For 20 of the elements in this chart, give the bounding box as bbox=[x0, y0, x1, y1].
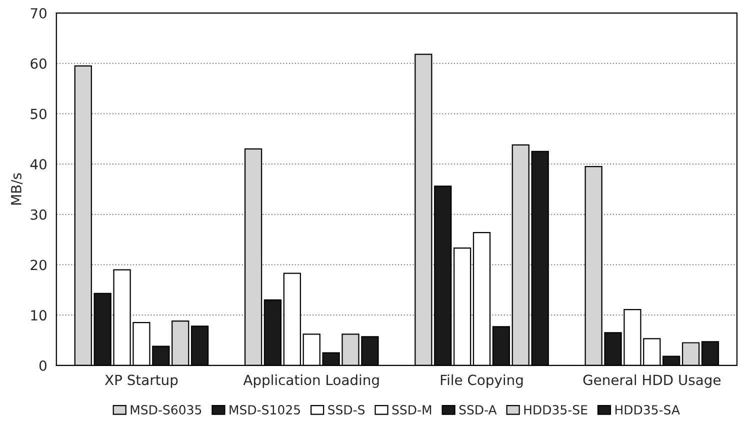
legend-label: MSD-S6035 bbox=[130, 405, 202, 415]
x-tick-label: Application Loading bbox=[243, 374, 379, 388]
y-tick-label: 50 bbox=[30, 108, 46, 120]
legend-label: MSD-S1025 bbox=[230, 405, 300, 415]
y-tick-label: 60 bbox=[30, 58, 46, 69]
y-tick-label: 0 bbox=[39, 360, 46, 371]
legend-label: HDD35-SE bbox=[524, 405, 588, 415]
y-tick-label: 20 bbox=[30, 260, 46, 270]
legend-label: SSD-M bbox=[392, 405, 432, 415]
x-tick-label: General HDD Usage bbox=[583, 374, 720, 388]
y-axis-title: MB/s bbox=[11, 173, 23, 205]
x-tick-label: File Copying bbox=[440, 374, 523, 388]
legend-label: SSD-S bbox=[328, 405, 365, 415]
y-tick-label: 30 bbox=[30, 209, 46, 220]
legend-label: SSD-A bbox=[459, 405, 497, 415]
y-tick-label: 70 bbox=[30, 8, 46, 19]
x-tick-label: XP Startup bbox=[104, 374, 178, 388]
y-tick-label: 40 bbox=[30, 159, 46, 170]
y-tick-label: 10 bbox=[31, 310, 46, 321]
legend-label: HDD35-SA bbox=[615, 405, 680, 415]
